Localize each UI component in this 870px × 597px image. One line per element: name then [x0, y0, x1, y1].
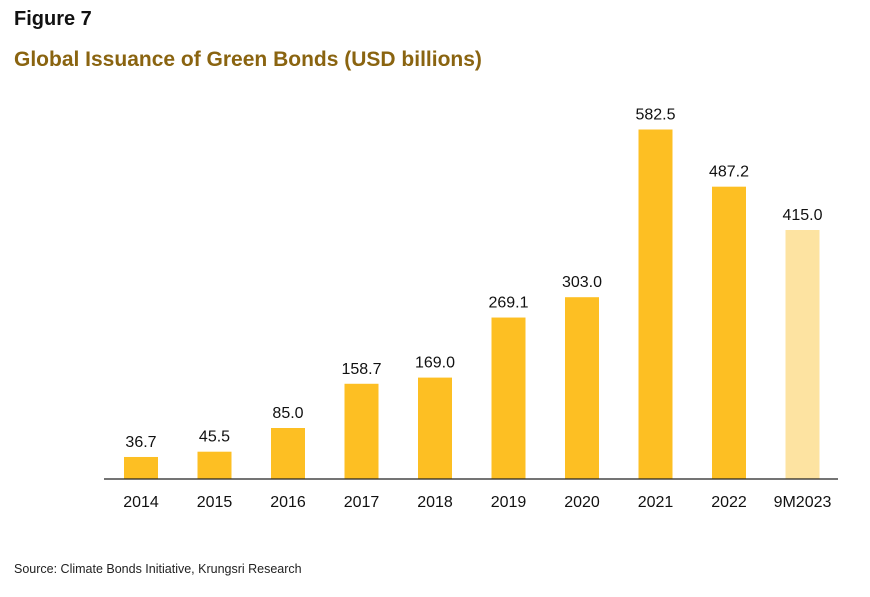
x-tick-label-2014: 2014 [123, 494, 159, 511]
x-tick-label-2021: 2021 [638, 494, 674, 511]
value-label-9M2023: 415.0 [782, 207, 822, 224]
value-label-2014: 36.7 [125, 434, 156, 451]
x-tick-label-2015: 2015 [197, 494, 233, 511]
x-tick-label-9M2023: 9M2023 [774, 494, 832, 511]
bar-2021 [638, 129, 673, 479]
value-label-2015: 45.5 [199, 429, 230, 446]
bar-2019 [491, 317, 526, 479]
value-label-2017: 158.7 [341, 361, 381, 378]
bar-2015 [197, 451, 232, 479]
value-label-2016: 85.0 [272, 405, 303, 422]
x-tick-label-2018: 2018 [417, 494, 453, 511]
x-tick-label-2017: 2017 [344, 494, 380, 511]
value-labels-group: 36.7 45.5 85.0 158.7 169.0 269.1 303.0 582.5 487… [125, 107, 822, 451]
x-tick-labels-group: 2014 2015 2016 2017 2018 2019 2020 2021 2022 9M20… [123, 494, 831, 511]
bar-9M2023 [785, 230, 820, 479]
source-note: Source: Climate Bonds Initiative, Krungs… [14, 562, 302, 576]
value-label-2019: 269.1 [488, 295, 528, 312]
x-tick-label-2016: 2016 [270, 494, 306, 511]
bar-2017 [344, 383, 379, 479]
figure-label: Figure 7 [14, 8, 92, 30]
value-label-2021: 582.5 [635, 107, 675, 124]
value-label-2020: 303.0 [562, 274, 602, 291]
x-tick-label-2019: 2019 [491, 494, 527, 511]
bar-2022 [712, 186, 746, 479]
value-label-2022: 487.2 [709, 164, 749, 181]
bar-2018 [418, 377, 452, 479]
bar-2014 [124, 456, 158, 479]
bar-2020 [565, 297, 599, 479]
chart-title: Global Issuance of Green Bonds (USD bill… [14, 48, 482, 71]
value-label-2018: 169.0 [415, 355, 455, 372]
bars-group [124, 129, 820, 479]
x-tick-label-2022: 2022 [711, 494, 747, 511]
x-tick-label-2020: 2020 [564, 494, 600, 511]
bar-2016 [271, 428, 305, 479]
